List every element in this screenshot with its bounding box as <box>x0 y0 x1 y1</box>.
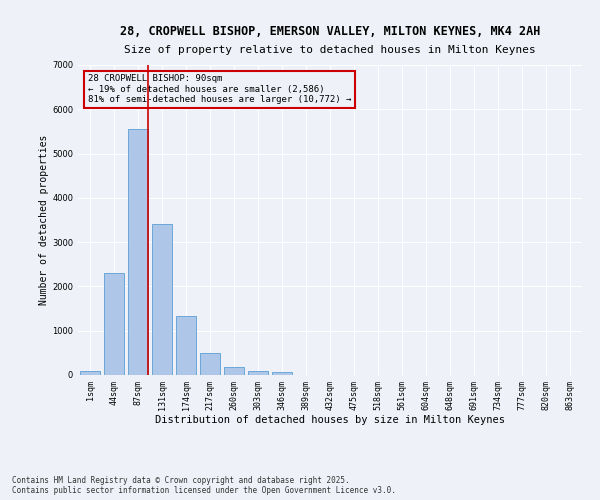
X-axis label: Distribution of detached houses by size in Milton Keynes: Distribution of detached houses by size … <box>155 416 505 426</box>
Bar <box>200 354 220 375</box>
Text: Contains HM Land Registry data © Crown copyright and database right 2025.
Contai: Contains HM Land Registry data © Crown c… <box>12 476 396 495</box>
Bar <box>128 129 148 375</box>
Bar <box>152 224 172 375</box>
Bar <box>80 372 100 375</box>
Text: 28, CROPWELL BISHOP, EMERSON VALLEY, MILTON KEYNES, MK4 2AH: 28, CROPWELL BISHOP, EMERSON VALLEY, MIL… <box>120 25 540 38</box>
Y-axis label: Number of detached properties: Number of detached properties <box>39 135 49 305</box>
Bar <box>272 372 292 375</box>
Text: Size of property relative to detached houses in Milton Keynes: Size of property relative to detached ho… <box>124 45 536 55</box>
Text: 28 CROPWELL BISHOP: 90sqm
← 19% of detached houses are smaller (2,586)
81% of se: 28 CROPWELL BISHOP: 90sqm ← 19% of detac… <box>88 74 352 104</box>
Bar <box>104 273 124 375</box>
Bar <box>224 366 244 375</box>
Bar <box>176 316 196 375</box>
Bar <box>248 370 268 375</box>
